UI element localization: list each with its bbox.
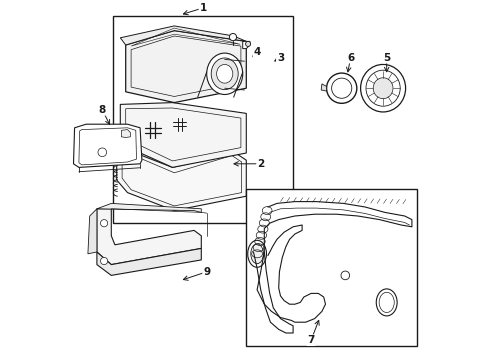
Polygon shape [137, 146, 146, 153]
Polygon shape [97, 203, 201, 212]
Polygon shape [88, 209, 97, 254]
Bar [246, 189, 416, 346]
Polygon shape [143, 146, 152, 153]
Ellipse shape [378, 292, 393, 312]
Text: 8: 8 [99, 105, 106, 115]
Text: 2: 2 [257, 159, 264, 169]
Circle shape [229, 33, 236, 41]
Polygon shape [125, 31, 246, 103]
Text: 5: 5 [382, 53, 389, 63]
Polygon shape [156, 146, 165, 153]
Polygon shape [97, 209, 201, 265]
Text: 4: 4 [253, 47, 260, 57]
Polygon shape [97, 248, 201, 275]
Ellipse shape [247, 240, 266, 267]
Circle shape [101, 220, 107, 227]
Text: 1: 1 [199, 3, 206, 13]
Polygon shape [242, 41, 249, 49]
Circle shape [340, 271, 349, 280]
Polygon shape [73, 124, 142, 167]
Polygon shape [130, 146, 140, 153]
Polygon shape [124, 146, 133, 153]
Text: 9: 9 [203, 267, 210, 277]
Polygon shape [120, 103, 246, 167]
Ellipse shape [365, 70, 399, 106]
Polygon shape [117, 146, 246, 211]
Bar [113, 16, 292, 223]
Circle shape [245, 41, 250, 46]
Ellipse shape [206, 53, 242, 94]
Ellipse shape [360, 64, 405, 112]
Polygon shape [118, 146, 126, 153]
Polygon shape [120, 26, 246, 45]
Text: 3: 3 [276, 53, 284, 63]
Polygon shape [321, 84, 326, 91]
Circle shape [98, 148, 106, 157]
Ellipse shape [250, 244, 263, 264]
Ellipse shape [372, 78, 392, 99]
Ellipse shape [211, 58, 238, 90]
Circle shape [326, 73, 356, 103]
Text: 6: 6 [346, 53, 354, 63]
Polygon shape [150, 146, 159, 153]
Circle shape [101, 257, 107, 265]
Ellipse shape [216, 64, 232, 83]
Text: 7: 7 [307, 335, 314, 345]
Ellipse shape [375, 289, 396, 316]
Circle shape [331, 78, 351, 98]
Polygon shape [121, 130, 130, 138]
